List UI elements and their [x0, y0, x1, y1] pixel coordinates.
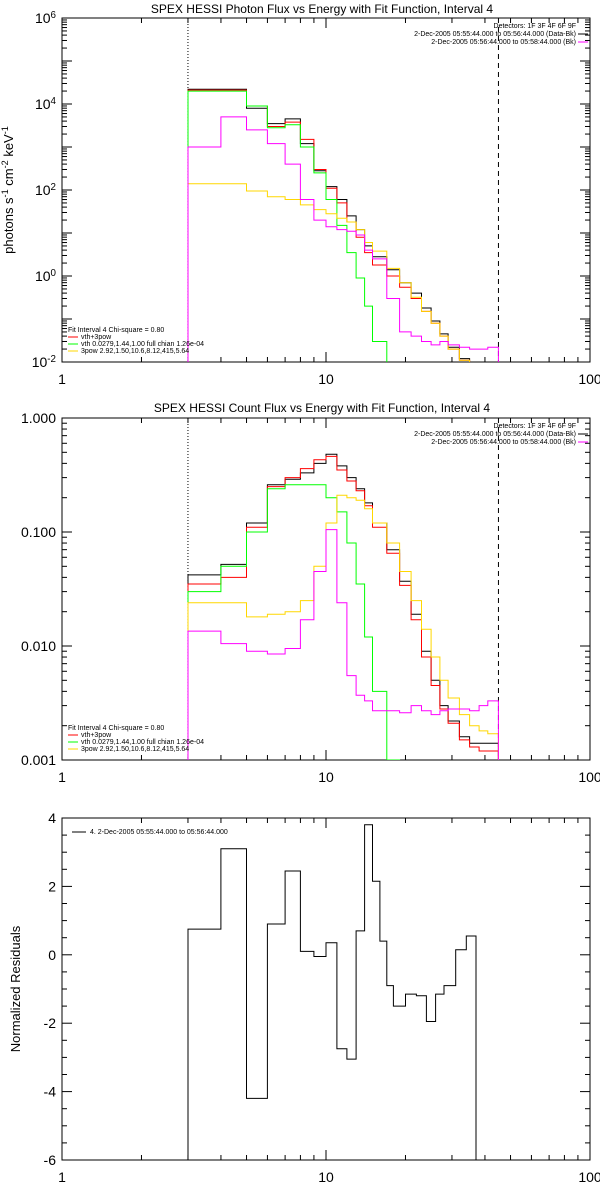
fit-legend-entry: vth+3pow: [81, 334, 112, 341]
y-tick-label: 10-2: [32, 354, 56, 371]
x-tick-label: 10: [318, 769, 334, 785]
legend-data-interval: 2-Dec-2005 05:55:44.000 to 05:56:44.000 …: [414, 431, 576, 438]
y-tick-label: 0.001: [21, 752, 56, 768]
fit-legend-entry: 3pow 2.92,1.50,10.6,8.12,415,5.64: [81, 348, 189, 355]
y-tick-label: -4: [44, 1084, 57, 1100]
x-tick-label: 1: [58, 371, 66, 387]
axes-frame: [61, 417, 591, 761]
y-tick-label: 4: [48, 810, 56, 826]
y-tick-label: 106: [35, 10, 57, 27]
photon-flux-panel: SPEX HESSI Photon Flux vs Energy with Fi…: [0, 2, 600, 387]
series-line-3pow: [187, 494, 499, 760]
count-flux-plot: 1 10 100 0.001 0.010 0.100 1.000 Detectors: 1F …: [21, 410, 600, 785]
series-line-data-bk: [187, 453, 499, 760]
legend-bk-interval: 2-Dec-2005 05:56:44.000 to 05:58:44.000 …: [431, 39, 576, 46]
x-tick-label: 1: [58, 1169, 66, 1185]
count-flux-title: SPEX HESSI Count Flux vs Energy with Fit…: [154, 401, 490, 415]
x-tick-label: 1: [58, 769, 66, 785]
y-tick-label: 102: [35, 182, 56, 199]
y-tick-label: 100: [35, 268, 57, 285]
y-axis-label: photons s-1 cm-2 keV-1: [0, 126, 16, 254]
axes-frame: [61, 817, 591, 1161]
photon-flux-title: SPEX HESSI Photon Flux vs Energy with Fi…: [151, 2, 493, 16]
x-tick-label: 10: [318, 1169, 334, 1185]
y-tick-label: 1.000: [21, 410, 56, 426]
detectors-label: Detectors: 1F 3F 4F 6F 9F: [494, 423, 576, 430]
fit-interval-label: Fit Interval 4 Chi-square = 0.80: [68, 725, 164, 732]
x-tick-label: 100: [578, 1169, 600, 1185]
series-line-vth-3pow: [187, 455, 499, 760]
residuals-plot: 1 10 100 -6 -4 -2 0 2 4 Normalized Residuals 4. 2-…: [8, 810, 600, 1185]
series-group: [187, 453, 499, 760]
y-tick-label: 0.100: [21, 524, 56, 540]
series-line-bk: [187, 529, 499, 760]
legend-bk-interval: 2-Dec-2005 05:56:44.000 to 05:58:44.000 …: [431, 439, 576, 446]
x-tick-label: 100: [578, 769, 600, 785]
series-line-vth-3pow: [187, 89, 471, 362]
series-line-4-2-dec-2005-05-55-44-000-to-05-56-44-000: [187, 824, 499, 1160]
series-line-vth: [187, 90, 388, 362]
y-tick-label: 0: [48, 947, 56, 963]
series-line-3pow: [187, 183, 471, 362]
y-axis-label: Normalized Residuals: [8, 925, 23, 1052]
y-tick-label: -6: [44, 1152, 57, 1168]
residuals-panel: 1 10 100 -6 -4 -2 0 2 4 Normalized Residuals 4. 2-…: [8, 810, 600, 1185]
photon-flux-plot: 1 10 100 10-2 100 102 104 106 photons s-1 cm-2 k…: [0, 10, 600, 388]
legend-data-interval: 2-Dec-2005 05:55:44.000 to 05:56:44.000 …: [414, 31, 576, 38]
fit-legend-entry: 3pow 2.92,1.50,10.6,8.12,415,5.64: [81, 746, 189, 753]
y-tick-label: 104: [35, 96, 57, 113]
series-group: [187, 88, 499, 362]
fit-legend-entry: vth+3pow: [81, 732, 112, 739]
y-tick-label: 2: [48, 878, 56, 894]
series-line-data-bk: [187, 88, 471, 362]
y-tick-label: -2: [44, 1015, 57, 1031]
x-tick-label: 100: [578, 371, 600, 387]
fit-interval-label: Fit Interval 4 Chi-square = 0.80: [68, 327, 164, 334]
residual-legend-entry: 4. 2-Dec-2005 05:55:44.000 to 05:56:44.0…: [90, 829, 228, 836]
y-tick-label: 0.010: [21, 638, 56, 654]
x-tick-label: 10: [318, 371, 334, 387]
series-line-bk: [187, 116, 499, 362]
fit-legend-entry: vth 0.0279,1.44,1.00 full chian 1.26e-04: [81, 739, 204, 746]
count-flux-panel: SPEX HESSI Count Flux vs Energy with Fit…: [21, 401, 600, 785]
fit-legend-entry: vth 0.0279,1.44,1.00 full chian 1.26e-04: [81, 341, 204, 348]
series-group: [187, 824, 499, 1160]
detectors-label: Detectors: 1F 3F 4F 6F 9F: [494, 23, 576, 30]
series-line-vth: [187, 484, 401, 760]
